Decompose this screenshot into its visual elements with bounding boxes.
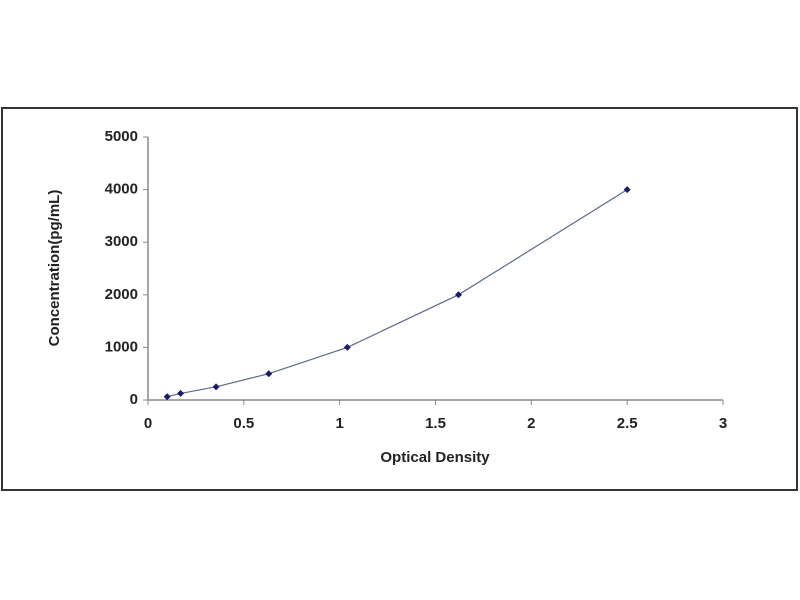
x-tick-label: 2.5 bbox=[617, 415, 638, 432]
y-tick-label: 1000 bbox=[105, 338, 138, 355]
data-point bbox=[343, 343, 351, 351]
y-axis-label: Concentration(pg/mL) bbox=[46, 190, 63, 347]
x-tick-label: 1.5 bbox=[425, 415, 446, 432]
y-tick-label: 0 bbox=[130, 391, 138, 408]
y-tick-label: 2000 bbox=[105, 286, 138, 303]
x-tick-label: 1 bbox=[335, 415, 343, 432]
x-tick-label: 0 bbox=[144, 415, 152, 432]
x-axis-label: Optical Density bbox=[380, 449, 490, 466]
data-point bbox=[212, 383, 220, 391]
data-point bbox=[177, 389, 185, 397]
x-tick-label: 2 bbox=[527, 415, 535, 432]
chart-frame bbox=[1, 107, 798, 491]
data-point bbox=[455, 291, 462, 299]
y-tick-label: 4000 bbox=[105, 181, 138, 198]
y-tick-label: 3000 bbox=[105, 233, 138, 250]
data-point bbox=[623, 186, 631, 194]
y-tick-label: 5000 bbox=[105, 128, 138, 145]
data-point bbox=[163, 393, 171, 401]
x-tick-label: 3 bbox=[719, 415, 727, 432]
x-tick-label: 0.5 bbox=[233, 415, 254, 432]
data-point bbox=[265, 370, 273, 378]
